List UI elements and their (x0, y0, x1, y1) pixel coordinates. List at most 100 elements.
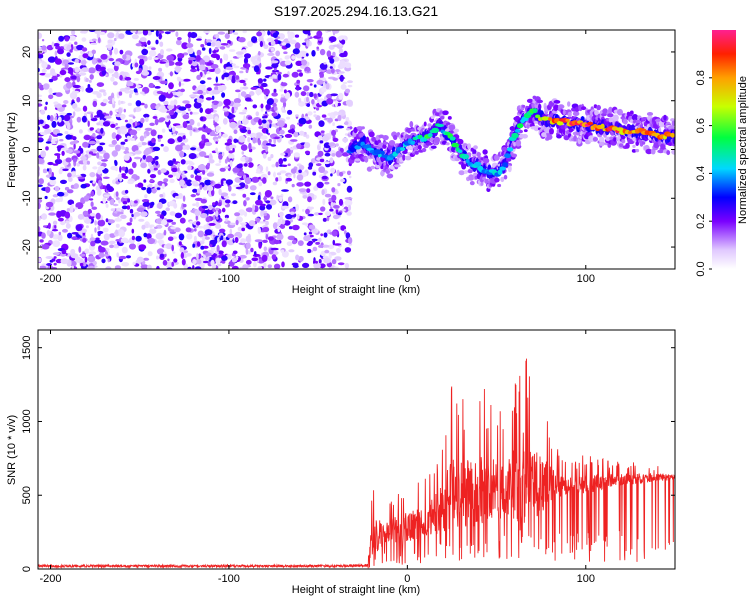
noise-blob (166, 48, 173, 52)
noise-blob (193, 101, 202, 109)
noise-blob (89, 74, 94, 80)
noise-blob (298, 97, 302, 103)
noise-blob (331, 129, 337, 136)
noise-blob (294, 91, 300, 98)
noise-blob (308, 231, 313, 235)
noise-blob (83, 134, 92, 141)
noise-blob (70, 75, 78, 80)
ridge-halo (480, 182, 484, 186)
noise-blob (220, 235, 224, 241)
noise-blob (330, 173, 333, 177)
noise-blob (289, 39, 297, 45)
noise-blob (341, 208, 346, 212)
ridge-halo (526, 98, 534, 103)
noise-blob (346, 170, 352, 176)
ridge-halo (635, 148, 640, 153)
noise-blob (222, 133, 228, 138)
noise-blob (267, 52, 275, 57)
noise-blob (224, 166, 230, 169)
noise-blob (303, 232, 307, 236)
noise-blob (307, 196, 312, 203)
noise-blob (58, 168, 63, 175)
noise-blob (67, 62, 75, 65)
noise-blob (298, 188, 307, 193)
ridge-halo (602, 108, 608, 115)
noise-blob (243, 200, 247, 207)
noise-blob (144, 44, 147, 47)
noise-blob (78, 246, 82, 253)
noise-blob (55, 198, 62, 203)
noise-blob (346, 211, 352, 216)
noise-blob (74, 107, 82, 112)
noise-blob (189, 94, 198, 98)
noise-blob (276, 233, 284, 241)
noise-blob (134, 150, 142, 155)
noise-blob (265, 104, 271, 110)
noise-blob (54, 158, 63, 165)
noise-blob (243, 174, 247, 180)
noise-blob (54, 50, 58, 57)
noise-blob (277, 227, 281, 233)
noise-blob (310, 158, 316, 164)
noise-blob (284, 56, 290, 60)
ridge-core (506, 147, 514, 152)
noise-blob (231, 265, 239, 269)
noise-blob (71, 232, 80, 235)
noise-blob (149, 178, 154, 183)
noise-blob (63, 100, 69, 104)
noise-blob (81, 37, 87, 42)
noise-blob (239, 79, 246, 84)
noise-blob (145, 155, 153, 163)
noise-blob (345, 128, 351, 131)
noise-blob (313, 84, 317, 88)
noise-blob (77, 213, 85, 220)
noise-blob (242, 86, 249, 90)
noise-blob (178, 81, 182, 87)
noise-blob (275, 161, 279, 168)
ridge-halo (423, 121, 427, 127)
y-tick-label: 1500 (21, 335, 33, 359)
noise-blob (134, 120, 138, 127)
noise-blob (96, 152, 100, 159)
ridge-halo (507, 163, 512, 167)
noise-blob (195, 258, 202, 265)
noise-blob (344, 230, 347, 235)
noise-blob (259, 203, 266, 207)
noise-blob (45, 146, 49, 151)
x-tick-label: 0 (404, 273, 410, 285)
ridge-halo (393, 134, 398, 140)
noise-blob (107, 32, 115, 39)
noise-blob (59, 112, 67, 115)
noise-blob (39, 265, 47, 269)
noise-blob (216, 54, 220, 61)
noise-blob (218, 153, 223, 160)
noise-blob (44, 106, 48, 111)
noise-blob (287, 163, 291, 167)
ridge-halo (660, 143, 666, 150)
noise-blob (332, 211, 336, 215)
noise-blob (147, 237, 156, 245)
noise-blob (183, 78, 191, 82)
ridge-halo (635, 141, 639, 146)
noise-blob (331, 194, 337, 202)
noise-blob (242, 30, 247, 34)
noise-blob (167, 138, 175, 145)
noise-blob (314, 212, 320, 216)
noise-blob (225, 217, 228, 222)
noise-blob (189, 111, 193, 115)
noise-blob (258, 221, 267, 224)
noise-blob (60, 221, 66, 226)
noise-blob (232, 147, 235, 153)
noise-blob (201, 205, 209, 209)
noise-blob (218, 159, 222, 164)
noise-blob (125, 153, 134, 157)
noise-blob (340, 178, 345, 183)
noise-blob (156, 187, 161, 190)
ridge-halo (572, 111, 580, 116)
noise-blob (281, 219, 286, 225)
noise-blob (290, 139, 298, 142)
noise-blob (54, 58, 62, 65)
noise-blob (197, 89, 204, 95)
noise-blob (258, 118, 263, 126)
